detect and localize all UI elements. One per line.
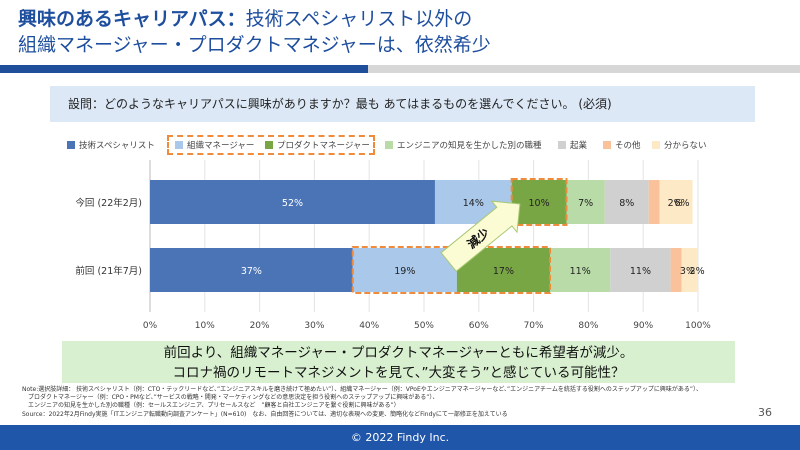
data-label: 2% <box>668 198 683 209</box>
title-rest: 技術スペシャリスト以外の <box>245 8 473 30</box>
legend-label: 組織マネージャー <box>187 141 255 151</box>
x-tick-label: 90% <box>633 321 653 331</box>
data-label: 11% <box>630 266 651 277</box>
legend-label: 技術スペシャリスト <box>79 141 155 151</box>
legend-label: その他 <box>615 141 641 151</box>
legend-swatch <box>558 141 566 149</box>
bar-segment <box>604 180 649 224</box>
data-label: 7% <box>578 198 593 209</box>
footnote-line: プロダクトマネージャー（例：CPO・PMなど、”サービスの戦略・開発・マーケティ… <box>22 394 439 402</box>
footnote-line: エンジニアの知見を生かした別の職種（例：セールスエンジニア、プリセールスなど ”… <box>22 402 400 410</box>
legend-swatch <box>385 141 393 149</box>
legend-swatch <box>265 141 273 149</box>
title-underline-light <box>368 65 800 73</box>
x-tick-label: 80% <box>578 321 598 331</box>
conclusion-line-2: コロナ禍のリモートマネジメントを見て、”大変そう”と感じている可能性？ <box>172 365 625 381</box>
legend-swatch <box>652 141 660 149</box>
bar-segment <box>659 180 693 224</box>
copyright-footer: © 2022 Findy Inc. <box>0 425 800 450</box>
legend-item: 起業 <box>558 139 587 151</box>
category-label: 前回 (21年7月) <box>75 265 142 277</box>
decrease-arrow-shape <box>440 200 521 273</box>
legend-swatch <box>603 141 611 149</box>
bar-segment <box>670 248 682 292</box>
chart-legend: 技術スペシャリスト 組織マネージャー プロダクトマネージャー エンジニアの知見を生かし… <box>55 135 755 155</box>
data-label: 11% <box>570 266 591 277</box>
x-tick-label: 70% <box>524 321 544 331</box>
data-label: 2% <box>690 266 705 277</box>
legend-swatch <box>175 141 183 149</box>
legend-item: 分からない <box>652 139 707 151</box>
data-label: 19% <box>394 266 415 277</box>
x-tick-label: 40% <box>359 321 379 331</box>
data-label: 37% <box>241 266 262 277</box>
bar-segment <box>681 248 698 292</box>
x-tick-label: 100% <box>685 321 711 331</box>
x-tick-label: 20% <box>250 321 270 331</box>
legend-label: エンジニアの知見を生かした別の職種 <box>397 141 542 151</box>
highlight-box <box>351 246 552 294</box>
x-tick-label: 60% <box>469 321 489 331</box>
highlight-box <box>510 178 568 226</box>
legend-swatch <box>67 141 75 149</box>
title-underline-dark <box>0 65 368 73</box>
x-tick-label: 0% <box>143 321 158 331</box>
bar-segment <box>550 248 611 292</box>
legend-label: プロダクトマネージャー <box>277 141 370 151</box>
conclusion-box: 前回より、組織マネージャー・プロダクトマネージャーともに希望者が減少。 コロナ禍… <box>62 341 735 383</box>
bar-segment <box>511 180 567 224</box>
slide-title: 興味のあるキャリアパス：技術スペシャリスト以外の 組織マネージャー・プロダクトマ… <box>18 6 778 58</box>
legend-label: 起業 <box>570 141 588 151</box>
data-label: 8% <box>619 198 634 209</box>
bar-segment <box>150 180 435 224</box>
bar-segment <box>352 248 457 292</box>
footnote-line: Note:選択肢詳細： 技術スペシャリスト（例：CTO・テックリードなど、”エン… <box>22 386 702 393</box>
bar-segment <box>150 248 353 292</box>
x-tick-label: 30% <box>304 321 324 331</box>
conclusion-line-1: 前回より、組織マネージャー・プロダクトマネージャーともに希望者が減少。 <box>163 345 634 361</box>
legend-item: その他 <box>603 139 641 151</box>
legend-highlight-box <box>167 135 375 155</box>
x-tick-label: 10% <box>195 321 215 331</box>
x-tick-label: 50% <box>414 321 434 331</box>
legend-label: 分からない <box>664 141 707 151</box>
bar-segment <box>610 248 671 292</box>
data-label: 10% <box>529 198 550 209</box>
footnote-line: Source：2022年2月Findy実施「ITエンジニア転職動向調査アンケート… <box>22 410 508 418</box>
legend-item: エンジニアの知見を生かした別の職種 <box>385 139 542 151</box>
survey-question: 設問：どのようなキャリアパスに興味がありますか？最も あてはまるものを選んでくだ… <box>50 86 755 122</box>
bar-segment <box>566 180 605 224</box>
data-label: 6% <box>674 198 689 209</box>
page-number: 36 <box>758 406 772 419</box>
category-label: 今回 (22年2月) <box>75 197 142 209</box>
data-label: 3% <box>680 266 695 277</box>
footnote: Note:選択肢詳細： 技術スペシャリスト（例：CTO・テックリードなど、”エン… <box>22 386 762 419</box>
legend-item: 技術スペシャリスト <box>67 139 155 151</box>
legend-item: プロダクトマネージャー <box>265 139 370 151</box>
data-label: 14% <box>463 198 484 209</box>
title-line-1: 興味のあるキャリアパス：技術スペシャリスト以外の <box>18 6 778 32</box>
data-label: 52% <box>282 198 303 209</box>
legend-item: 組織マネージャー <box>175 139 254 151</box>
title-emphasis: 興味のあるキャリアパス： <box>18 8 246 30</box>
bar-segment <box>648 180 660 224</box>
data-label: 17% <box>493 266 514 277</box>
title-line-2: 組織マネージャー・プロダクトマネジャーは、依然希少 <box>18 34 491 56</box>
